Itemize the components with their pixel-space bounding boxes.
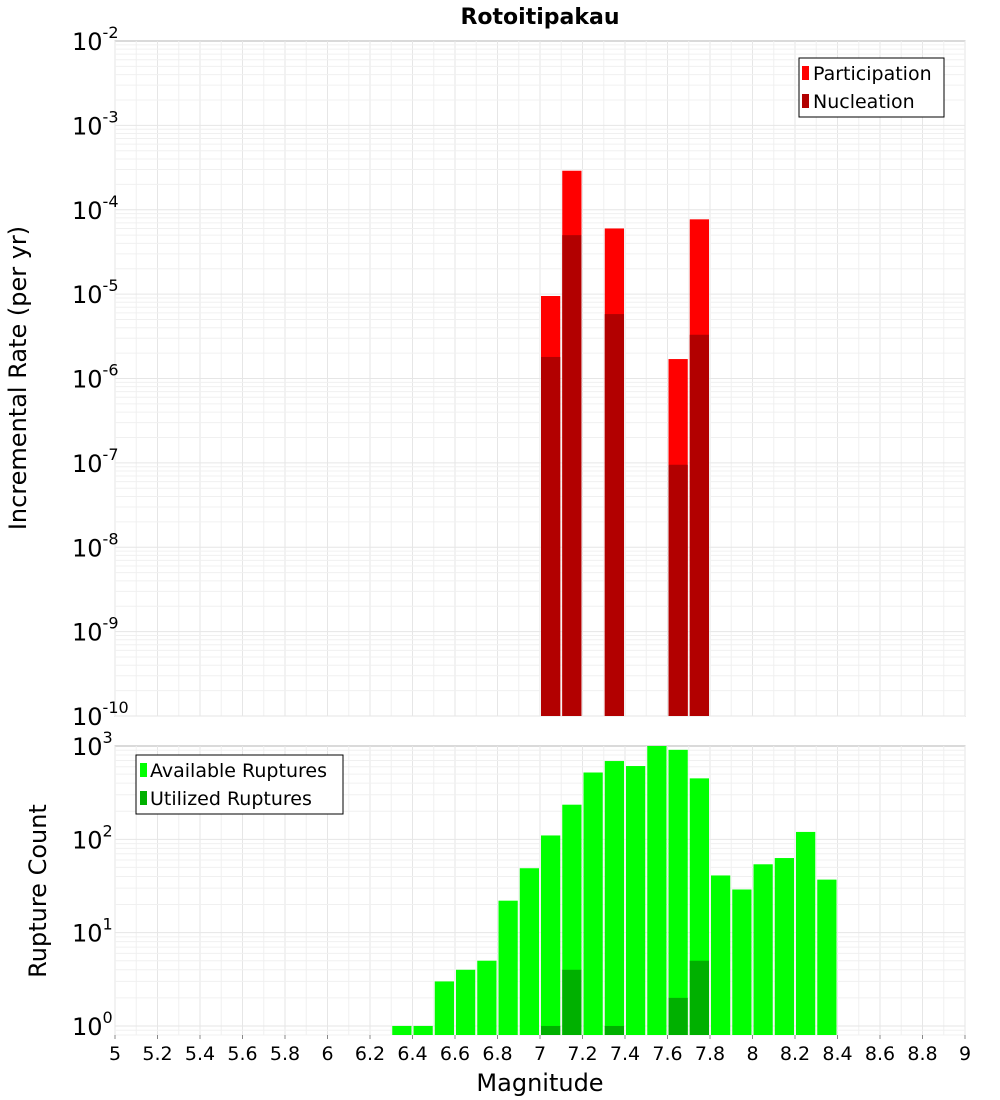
available-ruptures-bar (753, 864, 773, 1035)
available-ruptures-bar (434, 981, 454, 1035)
x-tick-label: 8.8 (907, 1043, 937, 1065)
rate-legend: Participation Nucleation (798, 57, 945, 118)
x-tick-label: 6.6 (440, 1043, 470, 1065)
available-ruptures-bar (817, 879, 837, 1035)
x-tick-label: 6 (321, 1043, 333, 1065)
x-tick-label: 8.4 (822, 1043, 852, 1065)
utilized-ruptures-bar (689, 960, 709, 1035)
available-legend-swatch (140, 763, 147, 777)
x-tick-label: 7.2 (567, 1043, 597, 1065)
available-ruptures-bar (604, 761, 624, 1035)
nucleation-bar (604, 314, 624, 716)
nucleation-bar (562, 235, 582, 716)
utilized-ruptures-bar (668, 997, 688, 1035)
available-ruptures-bar (541, 835, 561, 1035)
utilized-legend-label: Utilized Ruptures (150, 788, 312, 810)
nucleation-bar (668, 464, 688, 716)
utilized-ruptures-bar (604, 1025, 624, 1035)
count-panel: 100 101 102 103 5 5.2 5.4 5.6 5.8 6 6.2 6.4 6.6 6.8 7… (24, 728, 971, 1097)
participation-legend-swatch (802, 66, 809, 80)
count-y-ticks: 100 101 102 103 (72, 728, 113, 1041)
nucleation-legend-label: Nucleation (813, 91, 915, 113)
x-tick-label: 5.8 (270, 1043, 300, 1065)
x-tick-label: 5.2 (142, 1043, 172, 1065)
available-ruptures-bar (796, 831, 816, 1035)
rate-legend-box (798, 57, 945, 118)
rate-y-tick-label: 10-8 (72, 529, 119, 562)
available-ruptures-bar (732, 889, 752, 1035)
nucleation-bar (689, 334, 709, 716)
count-legend-box (135, 754, 344, 815)
rate-y-tick-label: 10-4 (72, 192, 119, 225)
count-y-tick-label: 101 (72, 915, 113, 948)
x-tick-label: 6.4 (397, 1043, 427, 1065)
available-ruptures-bar (392, 1025, 412, 1035)
available-ruptures-bar (498, 900, 518, 1035)
available-ruptures-bar (668, 749, 688, 1035)
x-tick-label: 7.4 (610, 1043, 640, 1065)
rate-y-tick-label: 10-7 (72, 445, 119, 478)
rate-grid (114, 41, 966, 717)
nucleation-bar (541, 356, 561, 716)
available-ruptures-bar (711, 875, 731, 1035)
utilized-ruptures-bar (562, 969, 582, 1035)
available-ruptures-bar (774, 858, 794, 1035)
x-tick-label: 6.8 (482, 1043, 512, 1065)
available-ruptures-bar (583, 772, 603, 1035)
count-legend: Available Ruptures Utilized Ruptures (135, 754, 344, 815)
available-ruptures-bar (626, 766, 646, 1035)
participation-legend-label: Participation (813, 63, 932, 85)
x-tick-label: 8 (746, 1043, 758, 1065)
x-tick-label: 8.6 (865, 1043, 895, 1065)
rate-y-tick-label: 10-6 (72, 361, 119, 394)
x-tick-label: 5.6 (227, 1043, 257, 1065)
x-tick-label: 6.2 (355, 1043, 385, 1065)
x-tick-label: 8.2 (780, 1043, 810, 1065)
available-ruptures-bar (647, 746, 667, 1035)
available-ruptures-bar (519, 868, 539, 1035)
rate-y-axis-label: Incremental Rate (per yr) (4, 226, 32, 530)
rate-y-tick-label: 10-3 (72, 107, 119, 140)
utilized-ruptures-bar (541, 1025, 561, 1035)
x-tick-label: 7.6 (652, 1043, 682, 1065)
x-tick-label: 5.4 (185, 1043, 215, 1065)
rate-y-tick-label: 10-5 (72, 276, 119, 309)
x-tick-label: 7 (534, 1043, 546, 1065)
rate-y-tick-label: 10-10 (72, 698, 129, 731)
magnitude-x-ticks: 5 5.2 5.4 5.6 5.8 6 6.2 6.4 6.6 6.8 7 7.2 7.4 7.6 7.8 8… (109, 1035, 971, 1065)
x-tick-label: 5 (109, 1043, 121, 1065)
rate-y-ticks: 10-10 10-9 10-8 10-7 10-6 10-5 10-4 10-3 10-2 (72, 23, 129, 731)
x-tick-label: 7.8 (695, 1043, 725, 1065)
rate-y-tick-label: 10-2 (72, 23, 119, 56)
count-y-tick-label: 103 (72, 728, 113, 761)
rate-panel: 10-10 10-9 10-8 10-7 10-6 10-5 10-4 10-3 10-2 In… (4, 23, 966, 731)
available-legend-label: Available Ruptures (150, 760, 327, 782)
available-ruptures-bar (456, 969, 476, 1035)
utilized-legend-swatch (140, 791, 147, 805)
available-ruptures-bar (413, 1025, 433, 1035)
count-y-axis-label: Rupture Count (24, 804, 52, 978)
count-bars (392, 746, 837, 1035)
count-y-tick-label: 102 (72, 821, 113, 854)
x-tick-label: 9 (959, 1043, 971, 1065)
chart-title: Rotoitipakau (460, 5, 619, 30)
rate-y-tick-label: 10-9 (72, 614, 119, 647)
count-y-tick-label: 100 (72, 1008, 113, 1041)
available-ruptures-bar (477, 960, 497, 1035)
magnitude-x-axis-label: Magnitude (476, 1069, 603, 1097)
rate-bars (541, 170, 709, 717)
nucleation-legend-swatch (802, 94, 809, 108)
